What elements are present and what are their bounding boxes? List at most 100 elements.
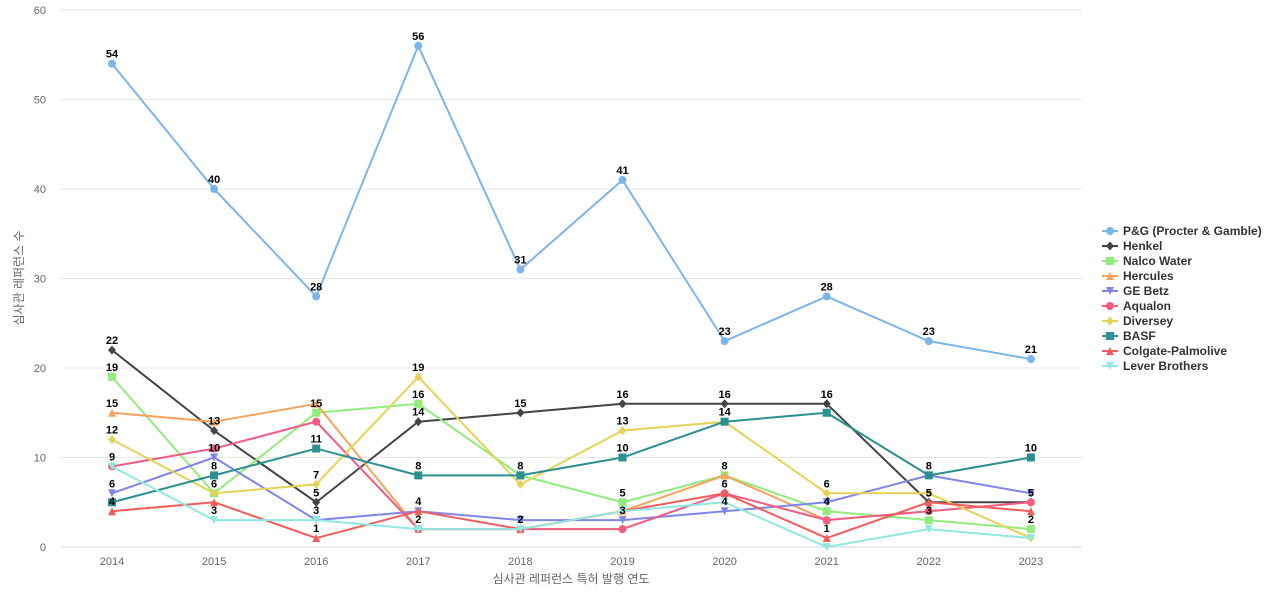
y-tick-label: 20 bbox=[34, 363, 46, 375]
legend-item[interactable]: Nalco Water bbox=[1102, 254, 1192, 268]
data-label: 5 bbox=[1028, 487, 1034, 499]
x-tick-label: 2016 bbox=[304, 556, 328, 568]
data-point bbox=[822, 543, 831, 551]
series-5 bbox=[108, 417, 1035, 534]
legend-label: Nalco Water bbox=[1123, 254, 1192, 268]
y-tick-label: 60 bbox=[34, 5, 46, 17]
legend-item[interactable]: Hercules bbox=[1102, 269, 1174, 283]
data-label: 1 bbox=[313, 523, 319, 535]
series-0 bbox=[108, 41, 1035, 364]
data-point bbox=[822, 516, 831, 525]
y-tick-label: 0 bbox=[40, 542, 46, 554]
legend-item[interactable]: Lever Brothers bbox=[1102, 359, 1209, 373]
x-tick-label: 2023 bbox=[1019, 556, 1043, 568]
data-label: 28 bbox=[821, 281, 833, 293]
data-label: 10 bbox=[616, 443, 628, 455]
legend-label: Diversey bbox=[1123, 314, 1173, 328]
legend-marker bbox=[1106, 241, 1114, 251]
legend-item[interactable]: Colgate-Palmolive bbox=[1102, 344, 1227, 358]
data-label: 54 bbox=[106, 49, 119, 61]
data-label: 40 bbox=[208, 174, 220, 186]
legend-item[interactable]: Aqualon bbox=[1102, 299, 1171, 313]
data-label: 5 bbox=[619, 487, 625, 499]
data-point bbox=[414, 399, 423, 408]
data-point bbox=[414, 41, 423, 50]
data-label: 8 bbox=[722, 460, 728, 472]
legend-marker bbox=[1106, 287, 1114, 295]
data-point bbox=[720, 498, 729, 507]
data-label: 4 bbox=[824, 496, 831, 508]
data-point bbox=[312, 417, 321, 426]
data-point bbox=[312, 534, 321, 543]
data-label: 15 bbox=[514, 398, 526, 410]
data-label: 6 bbox=[211, 478, 217, 490]
legend-label: Aqualon bbox=[1123, 299, 1171, 313]
x-tick-label: 2017 bbox=[406, 556, 430, 568]
y-tick-label: 10 bbox=[34, 453, 46, 465]
data-label: 16 bbox=[718, 389, 730, 401]
data-point bbox=[414, 471, 423, 480]
legend-marker bbox=[1106, 227, 1114, 235]
data-label: 41 bbox=[616, 165, 628, 177]
data-point bbox=[720, 489, 729, 498]
data-point bbox=[210, 185, 219, 193]
data-point bbox=[720, 399, 729, 409]
legend-item[interactable]: Diversey bbox=[1102, 314, 1173, 328]
data-point bbox=[516, 265, 525, 274]
legend-item[interactable]: GE Betz bbox=[1102, 284, 1169, 298]
data-label: 7 bbox=[313, 469, 319, 481]
y-axis-title: 심사관 레퍼런스 수 bbox=[12, 231, 26, 326]
data-point bbox=[414, 525, 423, 534]
data-label: 14 bbox=[718, 407, 731, 419]
data-label: 13 bbox=[208, 416, 220, 428]
data-label: 13 bbox=[616, 416, 628, 428]
data-point bbox=[822, 498, 831, 507]
data-point bbox=[516, 479, 525, 489]
data-label: 6 bbox=[824, 478, 830, 490]
series-line bbox=[111, 349, 1031, 504]
data-point bbox=[720, 507, 729, 516]
data-point bbox=[924, 498, 933, 507]
data-label: 4 bbox=[415, 496, 422, 508]
legend-item[interactable]: Henkel bbox=[1102, 239, 1162, 253]
data-label: 2 bbox=[1028, 514, 1034, 526]
series-line bbox=[111, 420, 1031, 531]
data-point bbox=[720, 471, 729, 480]
data-point bbox=[108, 507, 116, 516]
series-line bbox=[111, 492, 1031, 540]
x-tick-label: 2019 bbox=[610, 556, 634, 568]
data-point bbox=[924, 337, 933, 346]
data-point bbox=[414, 417, 423, 427]
data-label: 8 bbox=[211, 460, 217, 472]
data-point bbox=[210, 488, 219, 498]
data-point bbox=[1026, 507, 1035, 516]
legend-item[interactable]: P&G (Procter & Gamble) bbox=[1102, 224, 1262, 238]
data-point bbox=[1026, 453, 1035, 462]
x-tick-label: 2022 bbox=[917, 556, 941, 568]
data-point bbox=[108, 489, 116, 498]
series-line bbox=[111, 411, 1032, 504]
data-label: 15 bbox=[106, 398, 118, 410]
data-label: 4 bbox=[109, 496, 116, 508]
data-point bbox=[618, 399, 627, 409]
data-point bbox=[516, 516, 525, 525]
legend-label: Lever Brothers bbox=[1123, 359, 1209, 373]
legend-marker bbox=[1106, 257, 1114, 265]
x-tick-label: 2020 bbox=[712, 556, 736, 568]
data-point bbox=[720, 417, 729, 426]
data-label: 19 bbox=[412, 362, 424, 374]
legend-item[interactable]: BASF bbox=[1102, 329, 1156, 343]
data-point bbox=[312, 444, 321, 453]
legend-label: Hercules bbox=[1123, 269, 1174, 283]
data-point bbox=[618, 516, 627, 525]
data-label: 3 bbox=[619, 505, 625, 517]
data-point bbox=[210, 417, 219, 426]
legend-marker bbox=[1106, 272, 1114, 280]
y-tick-label: 30 bbox=[34, 274, 46, 286]
data-point bbox=[516, 408, 525, 418]
x-axis-ticks: 2014 2015 2016 2017 2018 2019 2020 2021 2022 2023 bbox=[100, 556, 1043, 568]
data-point bbox=[924, 516, 933, 525]
